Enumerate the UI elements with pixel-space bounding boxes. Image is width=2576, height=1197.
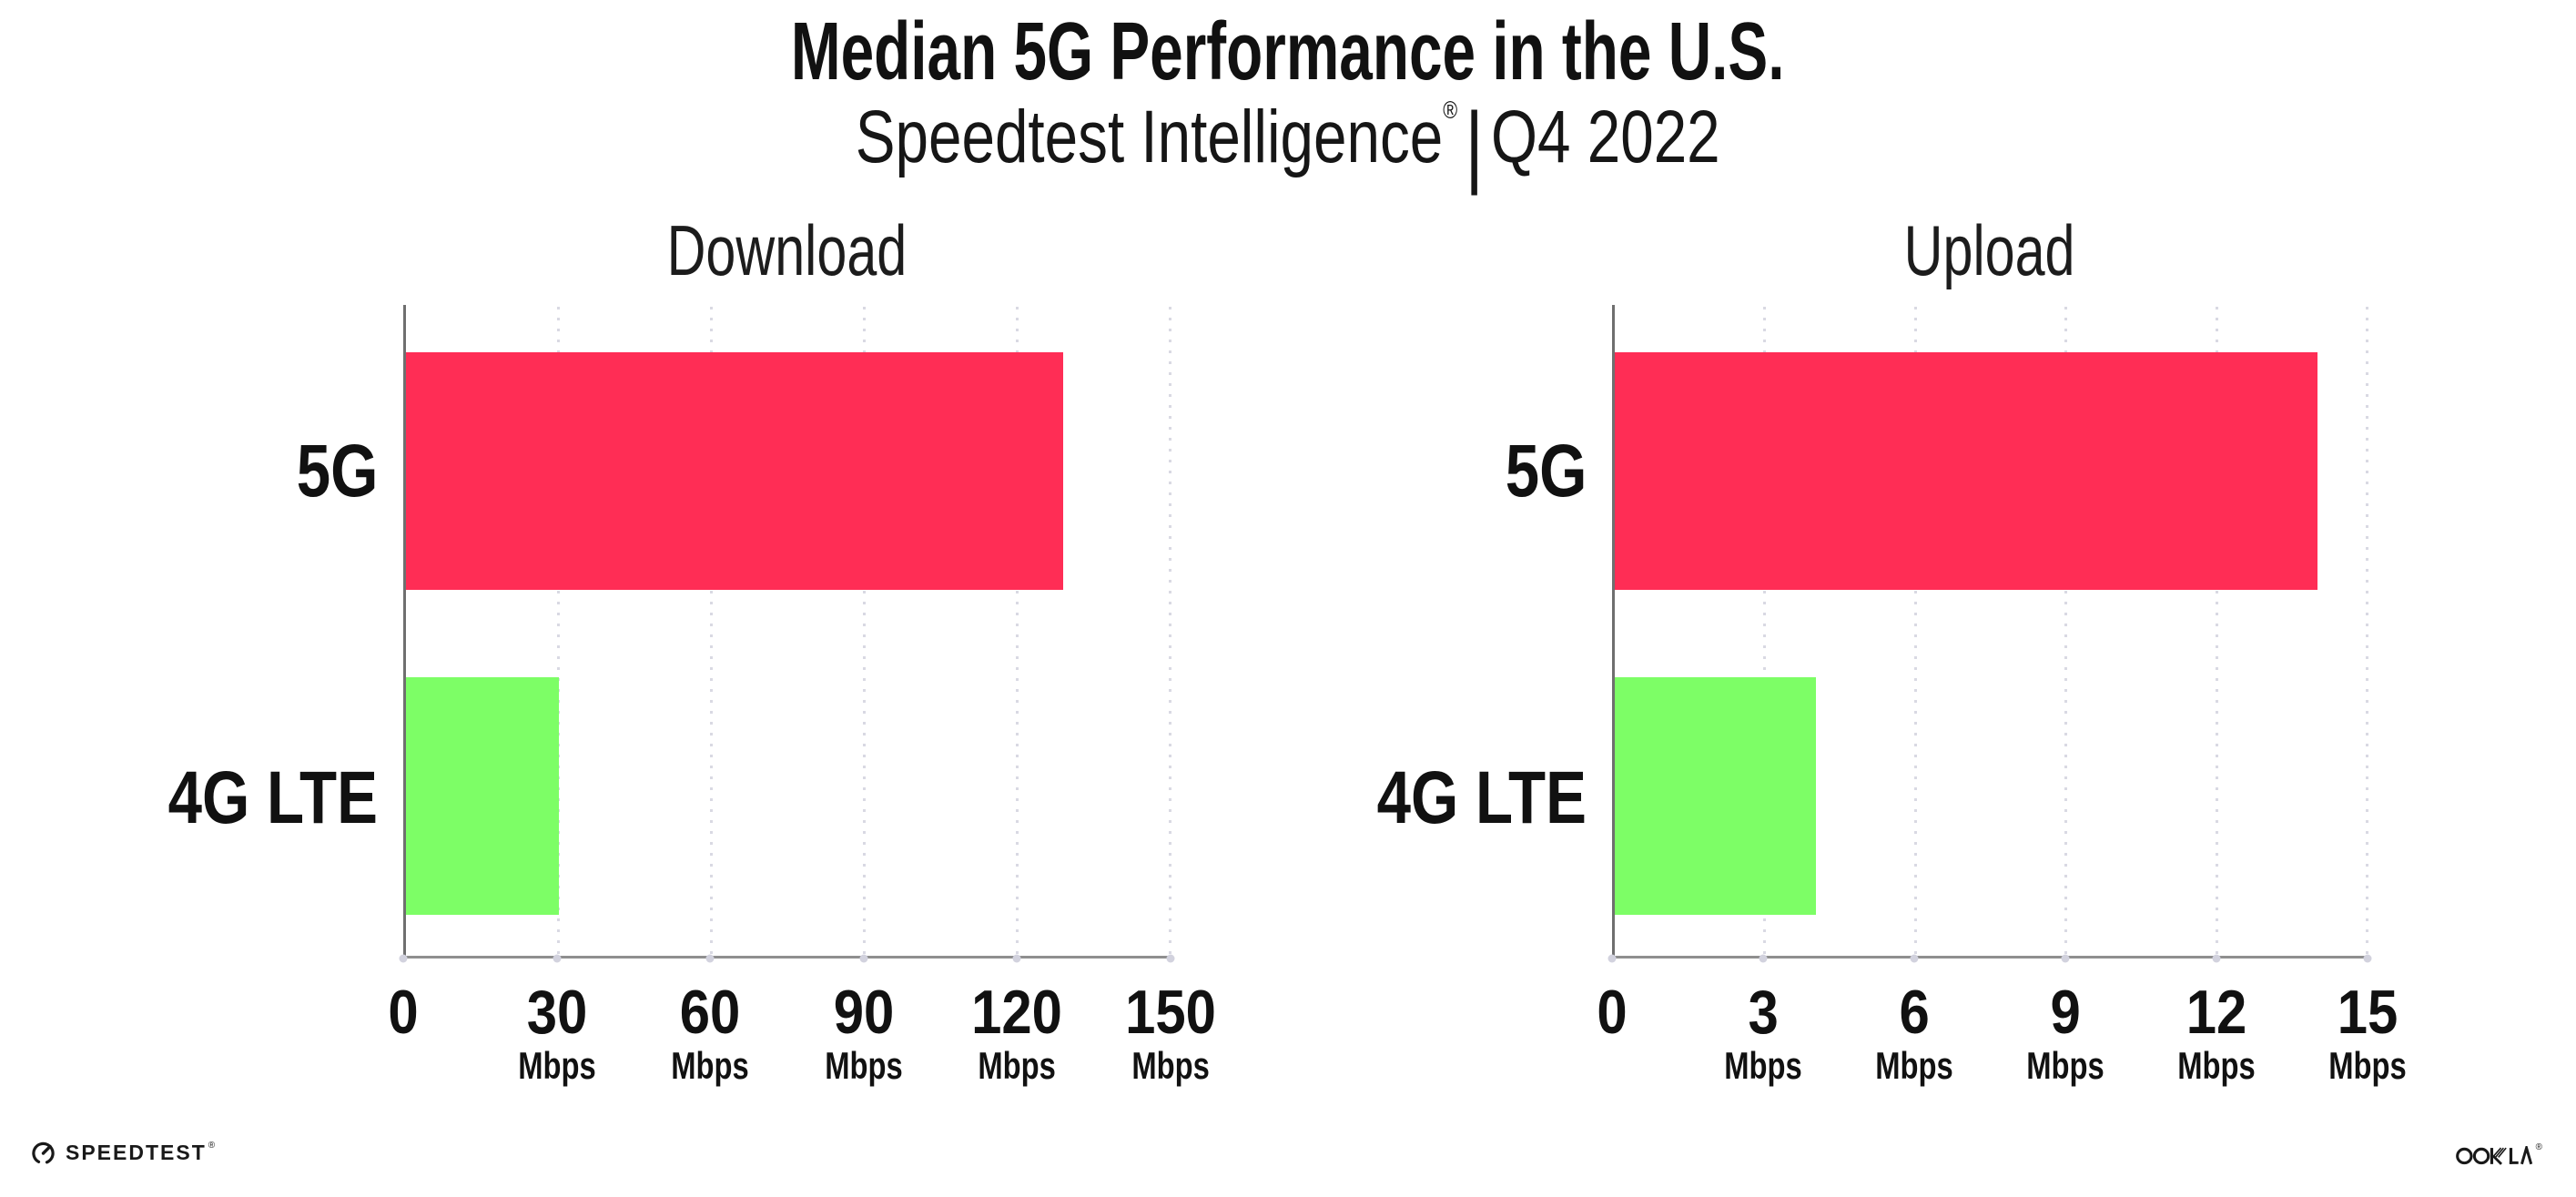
tick-number: 15: [2337, 978, 2399, 1047]
gridline-120: [1016, 307, 1019, 956]
x-tick-12-mbps: 12 Mbps: [2166, 981, 2267, 1085]
tick-number: 150: [1125, 978, 1216, 1047]
separator-bar: |: [1465, 94, 1485, 196]
tick-unit: Mbps: [1875, 1044, 1953, 1087]
x-tick-9-mbps: 9 Mbps: [2015, 981, 2115, 1085]
tick-number: 120: [971, 978, 1063, 1047]
tick-number: 0: [388, 978, 419, 1047]
ookla-logo: ®: [2455, 1142, 2542, 1165]
x-tick-60-mbps: 60 Mbps: [660, 981, 760, 1085]
gauge-icon: [32, 1141, 55, 1165]
gridline-150: [1169, 307, 1171, 956]
tick-unit: Mbps: [1131, 1044, 1210, 1087]
page-subtitle: Speedtest Intelligence®|Q4 2022: [0, 96, 2576, 191]
registered-mark: ®: [1443, 96, 1458, 124]
tick-unit: Mbps: [671, 1044, 749, 1087]
gridline-6: [1913, 307, 1917, 956]
tick-mark-0: [399, 954, 408, 963]
tick-mark-60: [705, 954, 715, 963]
tick-number: 9: [2050, 978, 2081, 1047]
category-label-5g: 5G: [296, 430, 378, 513]
tick-number: 60: [679, 978, 741, 1047]
subtitle-period: Q4 2022: [1491, 96, 1720, 178]
tick-mark-3: [1759, 954, 1768, 963]
subtitle-brand: Speedtest Intelligence: [856, 96, 1444, 178]
tick-mark-120: [1012, 954, 1021, 963]
gridline-15: [2366, 307, 2368, 956]
tick-number: 3: [1748, 978, 1779, 1047]
tick-unit: Mbps: [2177, 1044, 2256, 1087]
tick-unit: Mbps: [2026, 1044, 2104, 1087]
x-tick-3-mbps: 3 Mbps: [1713, 981, 1813, 1085]
speedtest-logo: SPEEDTEST ®: [31, 1141, 215, 1165]
category-label-5g: 5G: [1505, 430, 1587, 513]
page-title: Median 5G Performance in the U.S.: [791, 6, 1785, 97]
tick-unit: Mbps: [1724, 1044, 1802, 1087]
tick-number: 6: [1899, 978, 1930, 1047]
gridline-9: [2064, 307, 2068, 956]
gridline-60: [710, 307, 713, 956]
x-tick-6-mbps: 6 Mbps: [1864, 981, 1964, 1085]
bar-5g: [1615, 351, 2317, 590]
x-tick-150-mbps: 150 Mbps: [1119, 981, 1222, 1085]
x-tick-0: 0: [1595, 981, 1629, 1043]
tick-mark-30: [553, 954, 562, 963]
tick-mark-15: [2363, 954, 2372, 963]
x-tick-120-mbps: 120 Mbps: [966, 981, 1069, 1085]
category-label-4g-lte: 4G LTE: [1376, 756, 1587, 840]
x-tick-0: 0: [386, 981, 421, 1043]
tick-unit: Mbps: [517, 1044, 596, 1087]
x-tick-15-mbps: 15 Mbps: [2317, 981, 2418, 1085]
chart-title-upload: Upload: [1904, 210, 2075, 290]
bar-4g-lte: [406, 677, 559, 916]
tick-mark-12: [2212, 954, 2221, 963]
category-label-4g-lte: 4G LTE: [167, 756, 378, 840]
gridline-12: [2215, 307, 2218, 956]
gridline-30: [557, 307, 560, 956]
x-tick-90-mbps: 90 Mbps: [814, 981, 914, 1085]
tick-number: 0: [1597, 978, 1628, 1047]
tick-mark-150: [1166, 954, 1175, 963]
tick-number: 90: [833, 978, 895, 1047]
tick-number: 30: [526, 978, 587, 1047]
tick-number: 12: [2186, 978, 2247, 1047]
tick-unit: Mbps: [2328, 1044, 2407, 1087]
tick-unit: Mbps: [825, 1044, 903, 1087]
bar-4g-lte: [1615, 677, 1816, 916]
plot-area-upload: [1612, 305, 2368, 959]
ookla-wordmark-icon: [2455, 1146, 2532, 1165]
x-tick-30-mbps: 30 Mbps: [507, 981, 607, 1085]
chart-title-download: Download: [666, 210, 908, 290]
tick-mark-6: [1910, 954, 1919, 963]
tick-mark-0: [1607, 954, 1617, 963]
tick-mark-90: [859, 954, 868, 963]
tick-unit: Mbps: [978, 1044, 1057, 1087]
gridline-90: [863, 307, 866, 956]
bar-5g: [406, 351, 1064, 590]
gridline-3: [1763, 307, 1767, 956]
tick-mark-9: [2061, 954, 2070, 963]
plot-area-download: [403, 305, 1171, 959]
speedtest-registered-mark: ®: [208, 1141, 216, 1151]
ookla-registered-mark: ®: [2535, 1142, 2542, 1152]
speedtest-wordmark: SPEEDTEST: [66, 1141, 207, 1164]
